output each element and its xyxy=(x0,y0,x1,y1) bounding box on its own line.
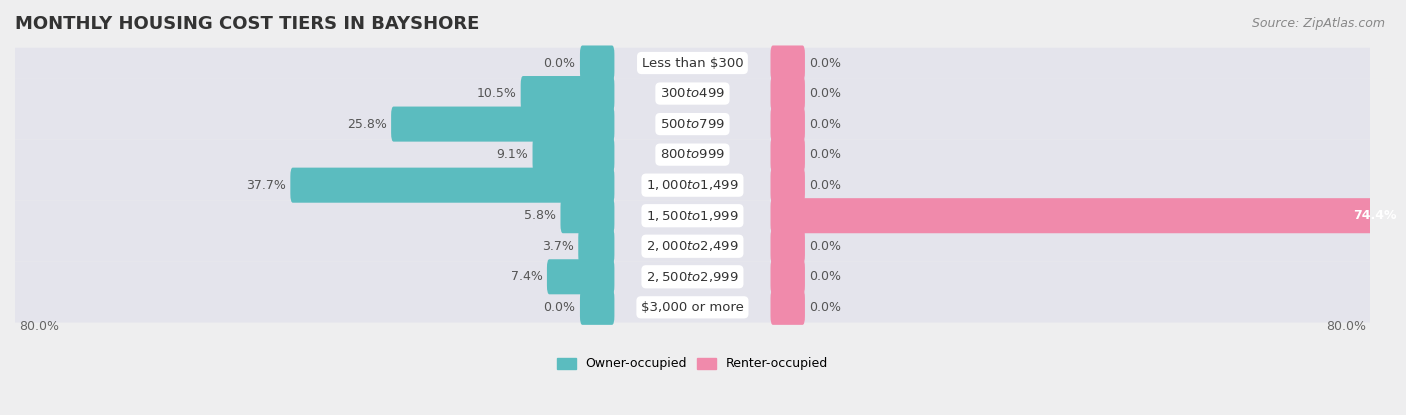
Text: 10.5%: 10.5% xyxy=(477,87,516,100)
FancyBboxPatch shape xyxy=(14,292,1371,322)
Text: 25.8%: 25.8% xyxy=(347,117,387,131)
Text: $1,000 to $1,499: $1,000 to $1,499 xyxy=(645,178,738,192)
FancyBboxPatch shape xyxy=(14,170,1371,200)
Text: $2,500 to $2,999: $2,500 to $2,999 xyxy=(645,270,738,284)
Text: $1,500 to $1,999: $1,500 to $1,999 xyxy=(645,209,738,223)
FancyBboxPatch shape xyxy=(14,109,1371,139)
Text: 0.0%: 0.0% xyxy=(810,301,841,314)
FancyBboxPatch shape xyxy=(547,259,614,294)
FancyBboxPatch shape xyxy=(14,261,1371,292)
Text: 7.4%: 7.4% xyxy=(510,270,543,283)
Text: Less than $300: Less than $300 xyxy=(641,56,744,70)
FancyBboxPatch shape xyxy=(14,78,1371,109)
FancyBboxPatch shape xyxy=(14,200,1371,231)
FancyBboxPatch shape xyxy=(578,229,614,264)
FancyBboxPatch shape xyxy=(770,168,806,203)
FancyBboxPatch shape xyxy=(770,107,806,142)
FancyBboxPatch shape xyxy=(533,137,614,172)
Text: 80.0%: 80.0% xyxy=(20,320,59,333)
Text: Source: ZipAtlas.com: Source: ZipAtlas.com xyxy=(1251,17,1385,29)
Text: $300 to $499: $300 to $499 xyxy=(659,87,725,100)
Text: 0.0%: 0.0% xyxy=(544,56,575,70)
Text: 0.0%: 0.0% xyxy=(810,270,841,283)
Legend: Owner-occupied, Renter-occupied: Owner-occupied, Renter-occupied xyxy=(557,357,828,371)
FancyBboxPatch shape xyxy=(770,290,806,325)
FancyBboxPatch shape xyxy=(770,198,1406,233)
Text: $2,000 to $2,499: $2,000 to $2,499 xyxy=(645,239,738,253)
FancyBboxPatch shape xyxy=(770,259,806,294)
FancyBboxPatch shape xyxy=(391,107,614,142)
Text: 0.0%: 0.0% xyxy=(810,148,841,161)
Text: 0.0%: 0.0% xyxy=(810,240,841,253)
Text: MONTHLY HOUSING COST TIERS IN BAYSHORE: MONTHLY HOUSING COST TIERS IN BAYSHORE xyxy=(15,15,479,33)
Text: $800 to $999: $800 to $999 xyxy=(659,148,725,161)
Text: 37.7%: 37.7% xyxy=(246,179,285,192)
Text: $500 to $799: $500 to $799 xyxy=(659,117,725,131)
FancyBboxPatch shape xyxy=(561,198,614,233)
FancyBboxPatch shape xyxy=(579,290,614,325)
Text: 0.0%: 0.0% xyxy=(810,179,841,192)
FancyBboxPatch shape xyxy=(14,48,1371,78)
FancyBboxPatch shape xyxy=(770,76,806,111)
Text: 0.0%: 0.0% xyxy=(810,87,841,100)
Text: 74.4%: 74.4% xyxy=(1353,209,1396,222)
Text: 3.7%: 3.7% xyxy=(543,240,574,253)
Text: 9.1%: 9.1% xyxy=(496,148,529,161)
Text: 80.0%: 80.0% xyxy=(1326,320,1365,333)
FancyBboxPatch shape xyxy=(14,139,1371,170)
Text: 5.8%: 5.8% xyxy=(524,209,557,222)
Text: 0.0%: 0.0% xyxy=(810,117,841,131)
FancyBboxPatch shape xyxy=(520,76,614,111)
FancyBboxPatch shape xyxy=(291,168,614,203)
FancyBboxPatch shape xyxy=(770,46,806,81)
Text: 0.0%: 0.0% xyxy=(810,56,841,70)
FancyBboxPatch shape xyxy=(14,231,1371,261)
Text: 0.0%: 0.0% xyxy=(544,301,575,314)
FancyBboxPatch shape xyxy=(770,229,806,264)
FancyBboxPatch shape xyxy=(579,46,614,81)
FancyBboxPatch shape xyxy=(770,137,806,172)
Text: $3,000 or more: $3,000 or more xyxy=(641,301,744,314)
